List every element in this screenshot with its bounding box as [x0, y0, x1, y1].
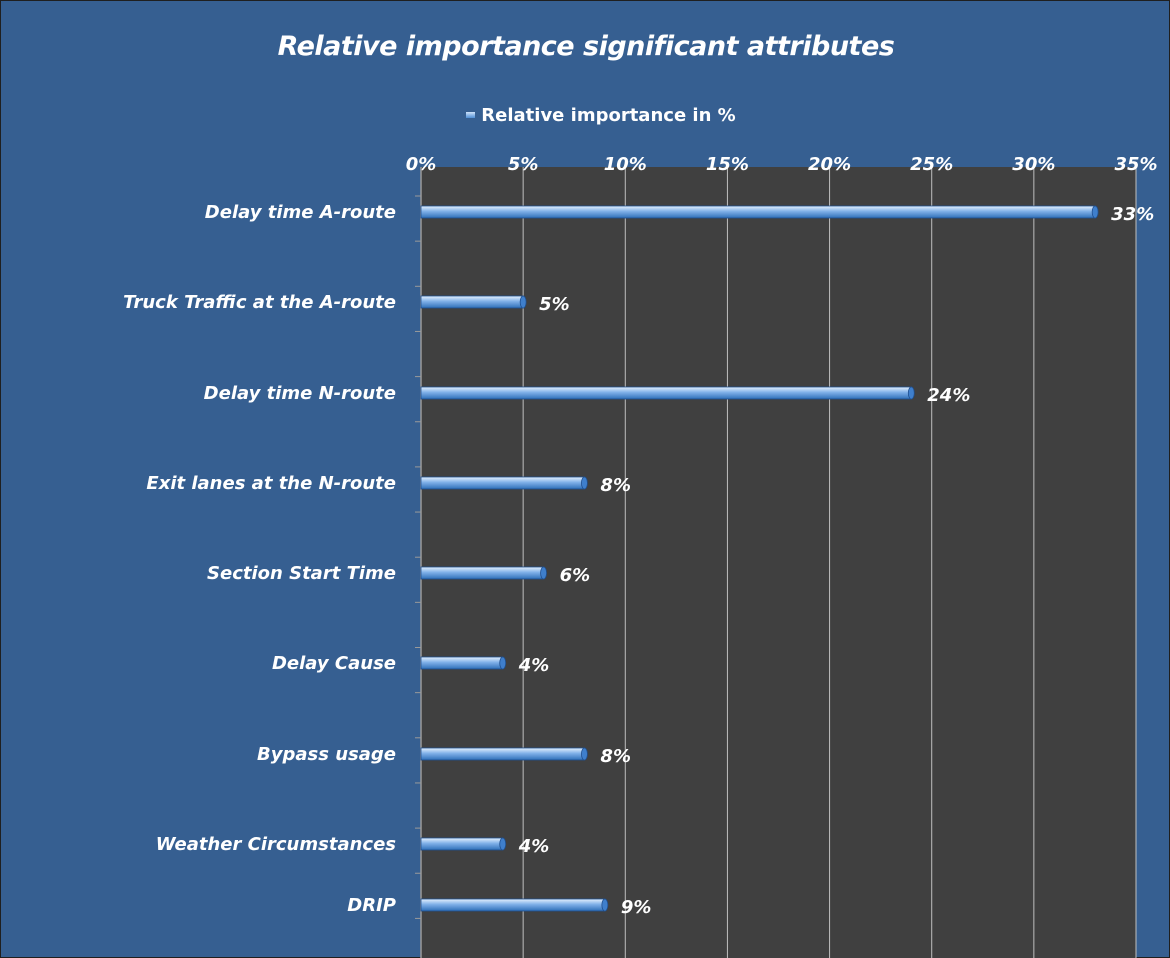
bar-end-cap — [499, 656, 507, 670]
bar — [420, 747, 585, 761]
category-label: Truck Traffic at the A-route — [123, 292, 396, 313]
chart-title: Relative importance significant attribut… — [277, 31, 895, 62]
data-label: 4% — [518, 836, 550, 857]
bar — [420, 566, 544, 580]
category-label: Weather Circumstances — [156, 834, 396, 855]
bar-end-cap — [581, 747, 588, 761]
category-label: Bypass usage — [257, 744, 396, 765]
x-tick-label: 10% — [604, 154, 647, 175]
data-label: 9% — [621, 897, 652, 918]
bar-end-cap — [601, 898, 609, 912]
bar-end-cap — [1091, 205, 1099, 219]
x-tick-label: 25% — [910, 154, 953, 175]
bar — [420, 205, 1096, 219]
bar-end-cap — [540, 566, 547, 580]
bar-end-cap — [499, 837, 507, 851]
category-label: Delay time N-route — [204, 383, 396, 404]
data-label: 24% — [927, 385, 970, 406]
data-label: 6% — [560, 565, 591, 586]
x-tick-label: 0% — [406, 154, 437, 175]
plot-area — [421, 167, 1136, 958]
x-tick-label: 20% — [808, 154, 851, 175]
category-label: Exit lanes at the N-route — [146, 473, 396, 494]
legend-swatch — [466, 112, 476, 118]
data-label: 5% — [539, 294, 570, 315]
category-label: Delay Cause — [272, 653, 396, 674]
category-label: Section Start Time — [207, 563, 396, 584]
data-label: 33% — [1111, 204, 1154, 225]
data-label: 8% — [600, 475, 631, 496]
bar — [420, 386, 912, 400]
bar — [420, 476, 585, 490]
bar — [420, 837, 504, 851]
x-tick-label: 15% — [706, 154, 749, 175]
data-label: 4% — [518, 655, 550, 676]
bar — [420, 295, 524, 309]
x-tick-label: 5% — [508, 154, 539, 175]
bar — [420, 898, 606, 912]
bar-end-cap — [581, 476, 588, 490]
bar — [420, 656, 504, 670]
x-tick-label: 35% — [1114, 154, 1157, 175]
data-label: 8% — [600, 746, 631, 767]
bar-end-cap — [519, 295, 527, 309]
legend: Relative importance in % — [1, 105, 1169, 126]
category-label: DRIP — [347, 895, 396, 916]
category-label: Delay time A-route — [205, 202, 396, 223]
bar-end-cap — [907, 386, 915, 400]
x-tick-label: 30% — [1012, 154, 1055, 175]
legend-label: Relative importance in % — [481, 105, 736, 126]
